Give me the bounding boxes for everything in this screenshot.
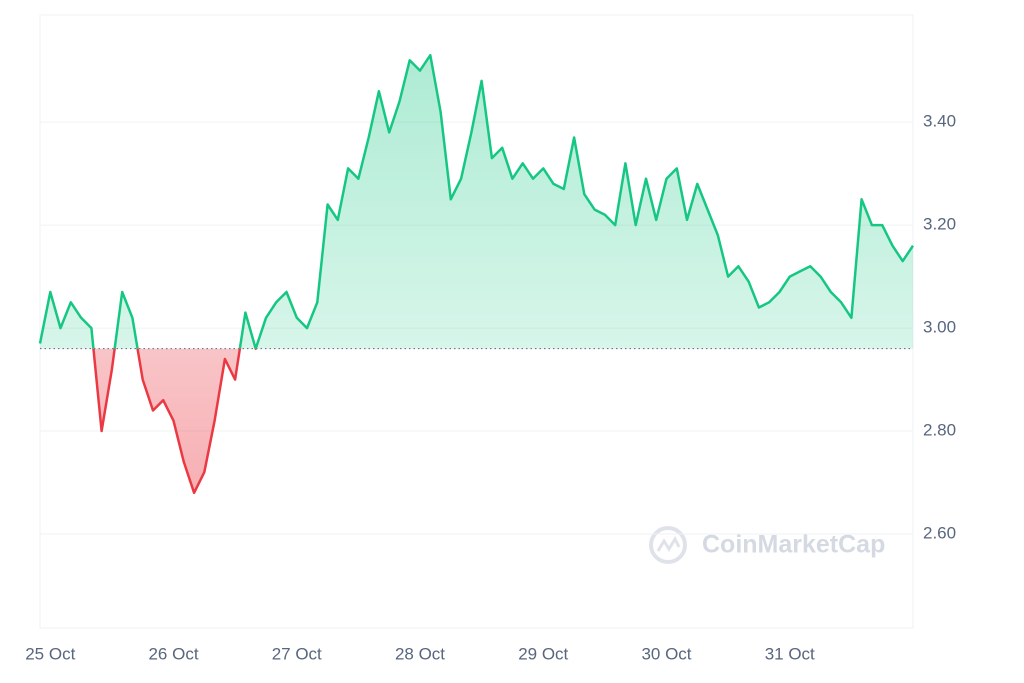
x-tick-label: 29 Oct xyxy=(518,644,568,663)
x-tick-label: 25 Oct xyxy=(25,644,75,663)
y-tick-label: 2.80 xyxy=(923,421,956,440)
price-line-down xyxy=(92,348,258,495)
watermark-logo xyxy=(649,526,687,564)
x-tick-label: 31 Oct xyxy=(765,644,815,663)
area-up xyxy=(40,55,913,349)
y-tick-label: 3.00 xyxy=(923,318,956,337)
x-tick-label: 30 Oct xyxy=(641,644,691,663)
x-tick-label: 26 Oct xyxy=(148,644,198,663)
y-tick-label: 3.40 xyxy=(923,112,956,131)
y-tick-label: 3.20 xyxy=(923,215,956,234)
watermark: CoinMarketCap xyxy=(702,531,885,559)
x-tick-label: 28 Oct xyxy=(395,644,445,663)
x-tick-label: 27 Oct xyxy=(272,644,322,663)
price-line-up xyxy=(38,53,915,349)
y-tick-label: 2.60 xyxy=(923,524,956,543)
